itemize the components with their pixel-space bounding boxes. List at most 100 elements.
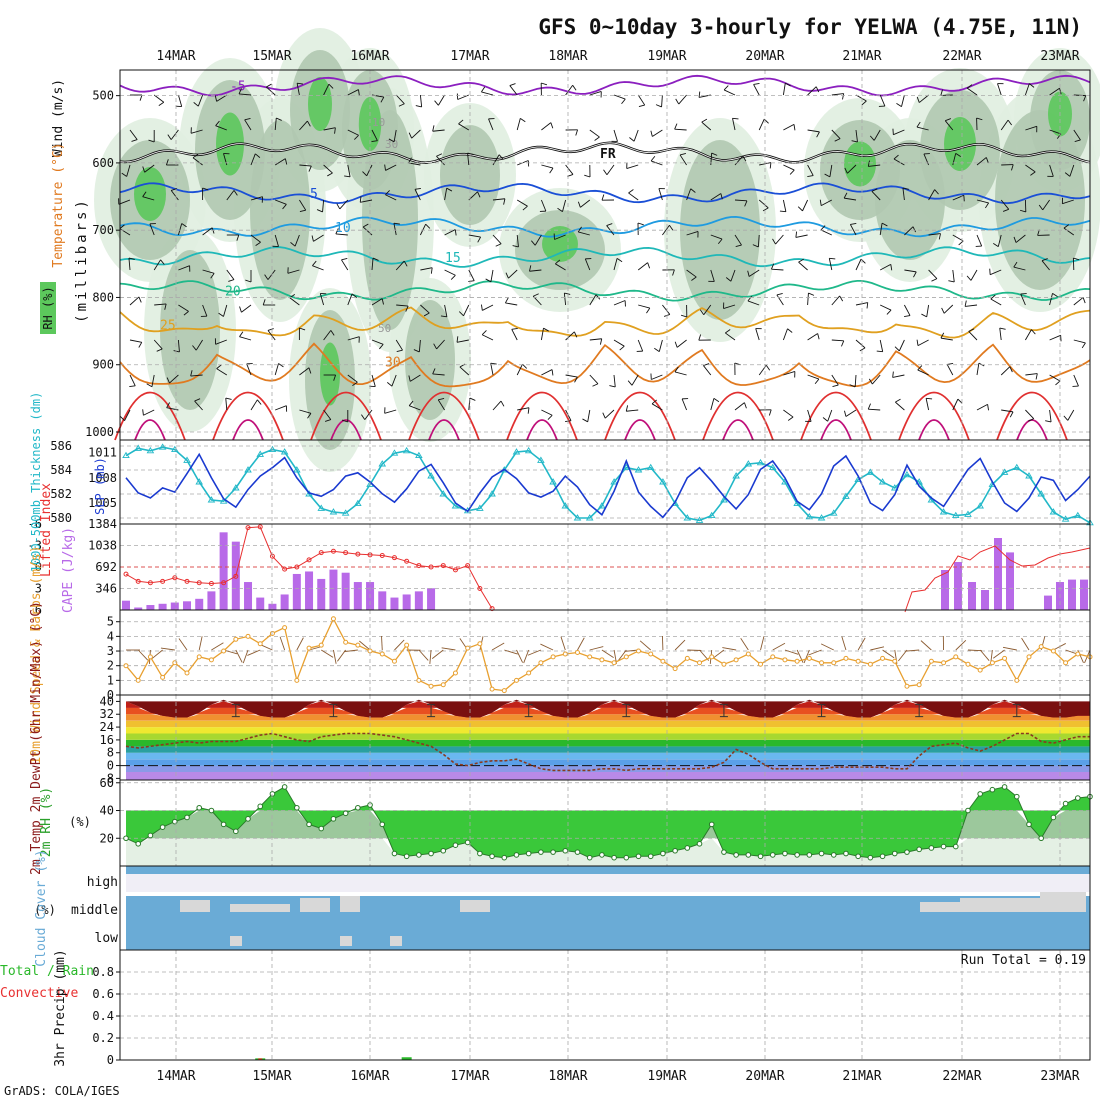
thickness-point: [866, 468, 875, 475]
minmax-errorbar: [622, 704, 631, 718]
wind-barb: [239, 93, 252, 96]
wind-barb: [732, 118, 736, 131]
rh-point: [1026, 821, 1032, 828]
wind-barb: [1049, 129, 1062, 135]
wind-speed-point: [1075, 651, 1081, 657]
thickness-point: [183, 456, 191, 463]
wind-barb: [589, 338, 602, 341]
lifted-point: [123, 571, 129, 577]
wind-barb-flag: [841, 340, 845, 347]
wind-speed-point: [465, 645, 471, 651]
wind-barb: [395, 260, 405, 271]
wind-speed-point: [819, 660, 825, 666]
wind-barb-flag: [456, 336, 459, 343]
wind-barb: [1021, 637, 1030, 651]
time-label-bottom: 23MAR: [1040, 1069, 1079, 1084]
wind-barb-flag: [432, 368, 436, 375]
time-label-top: 22MAR: [942, 49, 981, 64]
wind-barb: [723, 89, 736, 96]
cloud-mid-gap: [300, 898, 330, 912]
wind-barb: [565, 331, 575, 341]
wind-barb: [275, 199, 287, 205]
wind-barb: [341, 259, 349, 271]
wind-barb: [703, 304, 712, 315]
temp-tick-label: 40: [100, 694, 114, 708]
wind-barb-flag: [119, 224, 125, 229]
wind-barb-flag: [192, 345, 197, 351]
minmax-errorbar: [524, 704, 533, 718]
wind-barb-flag: [160, 259, 165, 265]
rh-point: [843, 850, 849, 857]
temp-tick-label: -8: [100, 771, 114, 785]
rh-point: [1013, 793, 1020, 800]
wind-barb: [740, 638, 749, 651]
thickness-point: [756, 458, 765, 466]
wind-barb-flag: [529, 265, 532, 272]
wind-barb: [371, 339, 384, 345]
rh-point: [1062, 800, 1069, 807]
cape-bar: [427, 588, 436, 610]
wind-barb-flag: [941, 307, 945, 314]
wind-barb: [192, 157, 203, 166]
precip-total-bar: [401, 1057, 412, 1060]
wind-barb-flag: [917, 365, 923, 371]
temp-band: [126, 727, 1090, 734]
wind-barb: [508, 269, 518, 279]
wind-barb-flag: [820, 225, 826, 231]
wind-barb-flag: [549, 167, 554, 174]
rh-point: [477, 850, 483, 857]
wind-barb-flag: [679, 153, 686, 156]
wind-barb-flag: [654, 347, 660, 352]
wind-barb: [118, 199, 131, 205]
wind-barb: [775, 234, 784, 245]
wind-barb: [734, 199, 748, 202]
wind-barb-flag: [1038, 204, 1044, 211]
wind-barb: [589, 91, 602, 96]
rh-point: [904, 849, 910, 855]
wind-barb: [748, 269, 760, 277]
wind-barb-flag: [408, 375, 411, 382]
wind-barb-flag: [557, 207, 563, 212]
wind-barb: [904, 269, 917, 273]
wind-barb-flag: [344, 175, 351, 178]
thickness-point: [842, 492, 850, 499]
wind-barb: [359, 640, 371, 651]
temperature-contour: [119, 246, 1091, 268]
wind-barb-flag: [934, 189, 939, 195]
wind-barb-flag: [742, 155, 747, 162]
wind-barb: [216, 94, 228, 102]
wind-barb-flag: [190, 370, 193, 377]
wind-barb: [509, 85, 518, 96]
temp-band: [126, 759, 1090, 766]
thickness-point: [1012, 463, 1021, 471]
cape-bar: [244, 582, 253, 610]
wind-barb-flag: [531, 240, 536, 246]
lifted-point: [489, 606, 495, 612]
thickness-label: 1000-500mb Thickness (dm): [29, 392, 43, 573]
wind-barb: [225, 398, 228, 411]
wind-speed-point: [928, 658, 934, 664]
wind-barb: [589, 294, 597, 306]
wind-barb: [347, 164, 351, 177]
wind-speed-point: [501, 688, 507, 694]
wind-barb: [1025, 329, 1032, 341]
wind-speed-point: [196, 654, 202, 660]
wind-barb-flag: [747, 270, 750, 277]
wind-barb: [880, 304, 892, 311]
wind-speed-point: [221, 648, 227, 654]
wind-barb-flag: [446, 187, 453, 192]
wind-speed-point: [636, 648, 642, 654]
rh-point: [281, 784, 288, 790]
wind-barb-flag: [1081, 342, 1086, 349]
warm-contour-inner: [820, 419, 852, 441]
cape-bar: [402, 594, 411, 610]
wind-barb-flag: [1063, 415, 1069, 421]
wind-barb: [432, 129, 445, 132]
wind-barb-flag: [1030, 171, 1036, 176]
wind-barb: [758, 118, 765, 131]
wind-speed-point: [709, 654, 715, 660]
wind-barb-flag: [672, 269, 675, 276]
wind-barb-flag: [674, 366, 679, 373]
rh-point: [428, 850, 434, 857]
wind-barb-flag: [819, 199, 822, 206]
